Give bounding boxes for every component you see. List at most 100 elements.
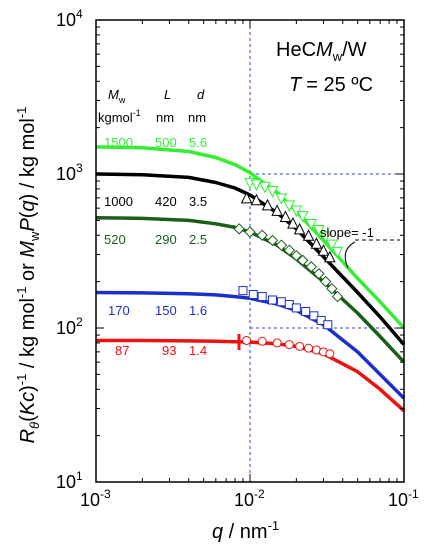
row-mw: 87 [115, 343, 129, 358]
marker-point [261, 198, 274, 211]
table-row-87: 87 93 1.4 [115, 343, 207, 358]
x-axis-title: q / nm-1 [212, 518, 279, 543]
y-tick-label: 103 [56, 161, 83, 184]
table-row-170: 170 150 1.6 [108, 303, 207, 318]
row-d: 2.5 [189, 232, 207, 247]
marker-point [310, 237, 323, 249]
marker-point [319, 275, 332, 288]
y-tick-label: 101 [56, 469, 83, 492]
table-row-1000: 1000 420 3.5 [104, 194, 207, 209]
marker-point [309, 311, 319, 321]
marker-point [244, 226, 256, 238]
marker-point [305, 218, 318, 231]
temperature-value: = 25 ºC [306, 74, 373, 96]
marker-point [242, 335, 252, 345]
row-d: 3.5 [189, 194, 207, 209]
marker-point [295, 341, 305, 351]
marker-point [256, 229, 268, 241]
marker-point [324, 250, 336, 263]
table-row-1500: 1500 500 5.6 [104, 135, 207, 150]
x-tick-label: 10-3 [80, 487, 111, 510]
marker-point [331, 246, 344, 259]
marker-point [250, 179, 263, 191]
header-d: d [197, 87, 205, 102]
header-mw-unit-base: kgmol [98, 110, 133, 125]
header-mw: Mw [108, 87, 126, 105]
series-curve-1000 [95, 172, 406, 346]
marker-point [293, 222, 306, 235]
marker-point [271, 204, 283, 216]
marker-point [266, 185, 279, 198]
marker-point [272, 338, 282, 348]
marker-point [279, 210, 292, 222]
y-tick-label: 104 [56, 7, 83, 30]
row-l: 420 [155, 194, 177, 209]
temperature-label: T = 25 ºC [289, 74, 373, 96]
marker-point [275, 239, 288, 251]
marker-point [250, 193, 263, 206]
row-d: 1.4 [189, 343, 207, 358]
marker-point [275, 193, 288, 205]
system-mw-symbol: M [316, 39, 333, 61]
marker-point [284, 340, 294, 350]
marker-point [268, 295, 278, 305]
marker-point [301, 306, 311, 316]
marker-point [233, 223, 245, 235]
x-tick-label: 10-2 [234, 487, 265, 510]
marker-point [257, 292, 267, 302]
system-suffix: /W [342, 39, 367, 61]
marker-point [297, 254, 309, 267]
marker-point [296, 210, 309, 223]
header-mw-unit: kgmol-1 [98, 108, 141, 125]
marker-point [313, 268, 325, 280]
row-l: 150 [155, 303, 177, 318]
marker-point [266, 234, 279, 247]
series-markers [233, 177, 344, 359]
marker-point [290, 249, 303, 262]
row-mw: 170 [108, 303, 130, 318]
slope-leader-line [344, 241, 356, 269]
row-mw: 1000 [104, 194, 133, 209]
marker-point [291, 303, 301, 313]
marker-point [317, 244, 330, 256]
row-l: 290 [155, 232, 177, 247]
temperature-symbol: T [289, 74, 303, 96]
table-row-520: 520 290 2.5 [104, 232, 207, 247]
marker-point [325, 349, 335, 359]
header-d-unit: nm [188, 110, 206, 125]
y-axis-title: Rθ(Kc)-1 / kg mol-1 or MwP(q) / kg mol-1 [14, 107, 42, 444]
marker-point [287, 216, 299, 229]
row-mw: 520 [104, 232, 126, 247]
marker-point [326, 239, 338, 252]
y-tick-label: 102 [56, 315, 83, 338]
marker-point [248, 290, 258, 300]
system-mw-subscript: w [332, 49, 343, 64]
marker-point [283, 244, 296, 256]
header-mw-symbol: M [108, 87, 119, 102]
header-l-unit: nm [156, 110, 174, 125]
marker-point [319, 231, 332, 244]
row-l: 500 [155, 135, 177, 150]
marker-point [276, 297, 286, 307]
marker-point [240, 191, 253, 204]
system-prefix: HeC [276, 39, 316, 61]
marker-point [304, 343, 314, 353]
marker-point [331, 290, 344, 303]
tick-labels: 10-3 10-2 10-1 101 102 103 104 [56, 7, 419, 510]
marker-point [323, 320, 333, 330]
marker-point [313, 224, 325, 237]
row-d: 1.6 [189, 303, 207, 318]
marker-point [326, 282, 338, 295]
marker-point [302, 229, 315, 241]
row-mw: 1500 [104, 135, 133, 150]
header-l: L [164, 87, 171, 102]
series-curve-170 [95, 290, 406, 400]
row-l: 93 [162, 343, 176, 358]
slope-label: slope= -1 [320, 225, 374, 240]
reference-lines [249, 20, 404, 482]
row-d: 5.6 [189, 135, 207, 150]
marker-point [305, 261, 317, 273]
header-mw-subscript: w [118, 95, 126, 105]
marker-point [257, 336, 267, 346]
